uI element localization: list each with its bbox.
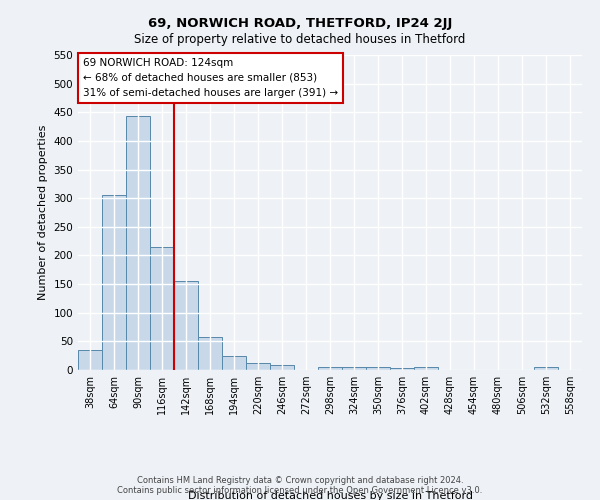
- Text: 69, NORWICH ROAD, THETFORD, IP24 2JJ: 69, NORWICH ROAD, THETFORD, IP24 2JJ: [148, 18, 452, 30]
- X-axis label: Distribution of detached houses by size in Thetford: Distribution of detached houses by size …: [187, 491, 473, 500]
- Bar: [78, 350, 102, 370]
- Bar: [102, 196, 126, 370]
- Bar: [390, 368, 414, 370]
- Text: Contains HM Land Registry data © Crown copyright and database right 2024.: Contains HM Land Registry data © Crown c…: [137, 476, 463, 485]
- Bar: [534, 367, 558, 370]
- Text: Size of property relative to detached houses in Thetford: Size of property relative to detached ho…: [134, 32, 466, 46]
- Bar: [246, 362, 270, 370]
- Text: Contains public sector information licensed under the Open Government Licence v3: Contains public sector information licen…: [118, 486, 482, 495]
- Bar: [198, 337, 222, 370]
- Bar: [318, 367, 342, 370]
- Bar: [414, 367, 438, 370]
- Bar: [126, 116, 150, 370]
- Bar: [270, 365, 294, 370]
- Bar: [342, 367, 366, 370]
- Text: 69 NORWICH ROAD: 124sqm
← 68% of detached houses are smaller (853)
31% of semi-d: 69 NORWICH ROAD: 124sqm ← 68% of detache…: [83, 58, 338, 98]
- Y-axis label: Number of detached properties: Number of detached properties: [38, 125, 48, 300]
- Bar: [366, 367, 390, 370]
- Bar: [150, 247, 174, 370]
- Bar: [174, 281, 198, 370]
- Bar: [222, 356, 246, 370]
